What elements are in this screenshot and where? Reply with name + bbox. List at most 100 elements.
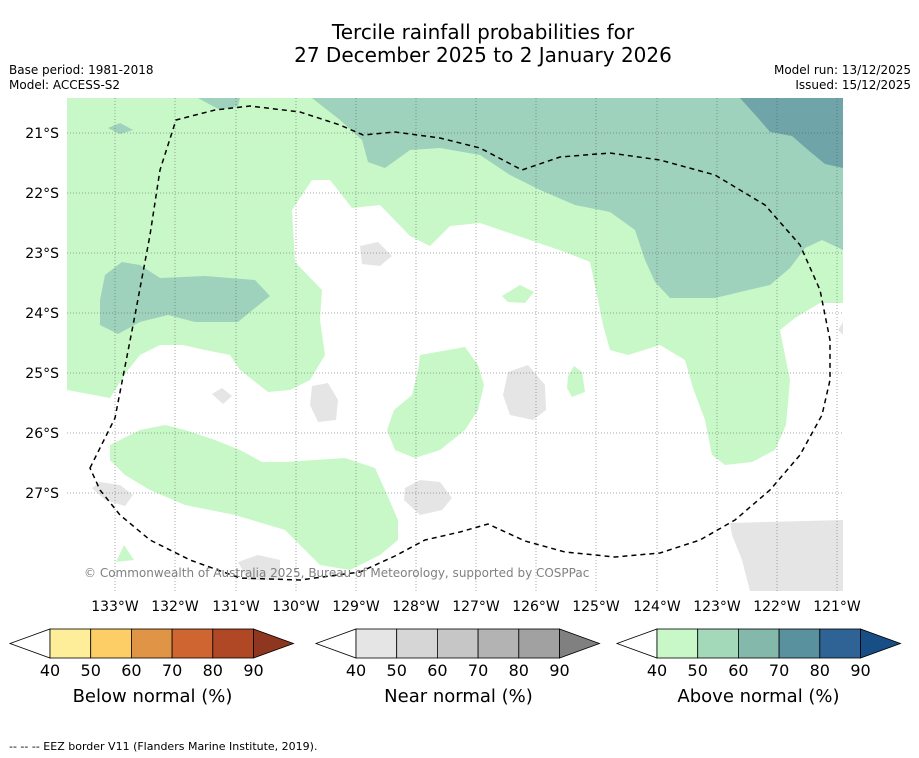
lat-label: 23°S [25,246,59,262]
below-normal-legend-title: Below normal (%) [72,686,233,707]
lon-label: 128°W [392,599,440,615]
lat-label: 21°S [25,126,59,142]
longitude-labels: 133°W 132°W 131°W 130°W 129°W 128°W 127°… [91,599,861,615]
lon-label: 124°W [633,599,681,615]
base-period-text: Base period: 1981-2018 [9,63,154,77]
model-run-text: Model run: 13/12/2025 [773,63,911,77]
issued-text: Issued: 15/12/2025 [795,78,911,92]
lon-label: 130°W [272,599,320,615]
colorbar-tick-label: 50 [81,661,101,680]
colorbar-swatch [518,628,560,659]
above-normal-40-small-patch [502,285,534,303]
colorbar-over-triangle [559,628,601,659]
above-normal-50-north-region [312,98,843,298]
above-normal-50-region [198,98,240,110]
above-normal-40-small-patch [116,545,134,562]
colorbar-tick-label: 90 [243,661,263,680]
colorbar-tick-label: 70 [162,661,182,680]
colorbar-over-triangle [860,628,902,659]
near-normal-40-patch [92,482,133,506]
colorbar-swatch [130,628,173,659]
colorbar-under-triangle [615,628,658,659]
colorbar-tick-label: 60 [728,661,748,680]
lon-label: 129°W [332,599,380,615]
above-normal-50-small-patch [108,123,133,134]
above-normal-40-small-patch [567,366,585,397]
colorbar-swatch [49,628,92,659]
colorbar-under-triangle [8,628,51,659]
colorbar-under-triangle [314,628,357,659]
colorbar-tick-label: 90 [850,661,870,680]
above-normal-50-west-region [100,262,270,334]
near-normal-40-patch [310,383,338,422]
lat-label: 24°S [25,306,59,322]
lon-label: 127°W [452,599,500,615]
latitude-labels: 21°S 22°S 23°S 24°S 25°S 26°S 27°S [25,126,59,502]
lon-label: 121°W [813,599,861,615]
above-normal-legend-title: Above normal (%) [677,686,840,707]
colorbar-tick-label: 70 [468,661,488,680]
lon-label: 126°W [512,599,560,615]
lon-label: 132°W [151,599,199,615]
colorbar-tick-label: 40 [346,661,366,680]
above-normal-40-central-region [387,347,484,458]
colorbar-swatch [436,628,479,659]
colorbar-swatch [477,628,520,659]
near-normal-40-southeast-region [730,520,843,591]
map-title-line-1: Tercile rainfall probabilities for [331,20,635,44]
colorbar-tick-label: 80 [810,661,830,680]
colorbars: 40 50 60 70 80 90 40 50 60 70 80 90 40 50 60 70 80 90 [8,628,902,680]
near-normal-40-patch [212,388,232,404]
lon-label: 123°W [693,599,741,615]
colorbar-over-triangle [253,628,295,659]
colorbar-swatch [819,628,861,659]
meta-right: Model run: 13/12/2025 Issued: 15/12/2025 [774,63,911,93]
lat-label: 22°S [25,186,59,202]
below-normal-colorbar: 40 50 60 70 80 90 [8,628,295,680]
colorbar-tick-label: 60 [427,661,447,680]
near-normal-colorbar: 40 50 60 70 80 90 [314,628,601,680]
above-normal-60-region [740,98,843,168]
near-normal-40-patch [238,555,280,580]
map-title-line-2: 27 December 2025 to 2 January 2026 [294,43,672,67]
colorbar-tick-label: 40 [647,661,667,680]
colorbar-swatch [656,628,699,659]
near-normal-40-patch [360,242,392,266]
colorbar-swatch [171,628,214,659]
above-normal-40-south-region [110,425,398,570]
lon-label: 131°W [212,599,260,615]
lon-label: 125°W [572,599,620,615]
lat-label: 25°S [25,366,59,382]
colorbar-tick-label: 40 [40,661,60,680]
colorbar-tick-label: 50 [387,661,407,680]
colorbar-swatch [738,628,780,659]
colorbar-swatch [90,628,132,659]
copyright-text: © Commonwealth of Australia 2025, Bureau… [84,566,589,580]
lon-label: 122°W [753,599,801,615]
eez-footer-note: -- -- -- EEZ border V11 (Flanders Marine… [9,740,318,753]
colorbar-tick-label: 60 [121,661,141,680]
above-normal-colorbar: 40 50 60 70 80 90 [615,628,902,680]
near-normal-legend-title: Near normal (%) [384,686,533,707]
colorbar-swatch [396,628,438,659]
map-area: © Commonwealth of Australia 2025, Bureau… [67,98,843,591]
colorbar-tick-label: 80 [509,661,529,680]
eez-border [89,105,831,581]
longitude-gridlines [114,98,838,591]
colorbar-swatch [355,628,398,659]
lon-label: 133°W [91,599,139,615]
near-normal-40-small-patch [838,322,843,335]
lat-label: 26°S [25,426,59,442]
colorbar-swatch [778,628,821,659]
colorbar-tick-label: 70 [769,661,789,680]
latitude-gridlines [67,132,843,494]
colorbar-swatch [697,628,739,659]
meta-left: Base period: 1981-2018 Model: ACCESS-S2 [9,63,154,93]
colorbar-tick-label: 90 [549,661,569,680]
colorbar-tick-label: 80 [203,661,223,680]
near-normal-40-patch [503,365,546,420]
model-text: Model: ACCESS-S2 [9,78,121,92]
lat-label: 27°S [25,486,59,502]
colorbar-tick-label: 50 [688,661,708,680]
